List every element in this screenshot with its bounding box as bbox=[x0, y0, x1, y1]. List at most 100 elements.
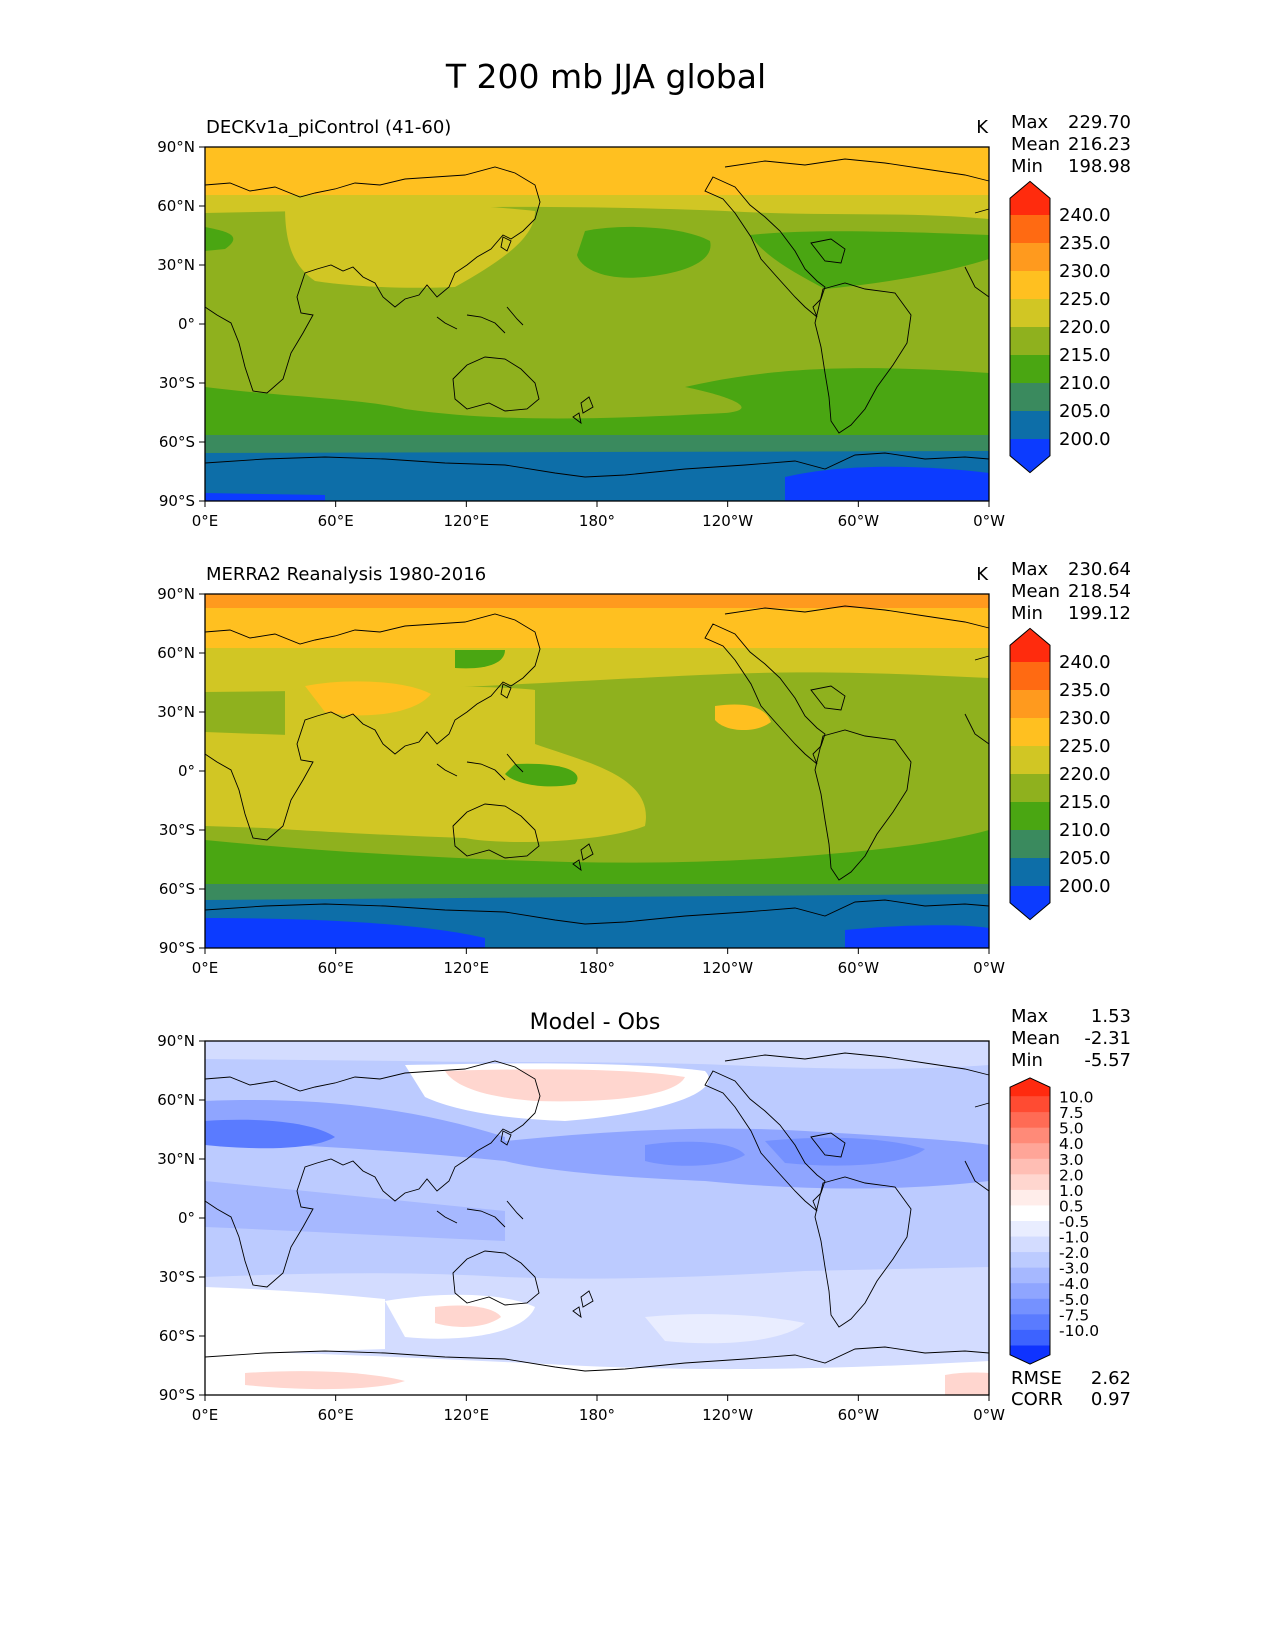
colorbar-label: 0.5 bbox=[1059, 1197, 1084, 1215]
x-tick-label: 120°E bbox=[444, 1406, 490, 1424]
colorbar-label: 215.0 bbox=[1059, 792, 1111, 813]
colorbar-label: 235.0 bbox=[1059, 233, 1111, 254]
y-tick-label: 90°N bbox=[157, 585, 195, 603]
stat-label: Mean bbox=[1011, 581, 1060, 602]
stat-label: Min bbox=[1011, 156, 1043, 177]
colorbar-label: 200.0 bbox=[1059, 876, 1111, 897]
stat-value: 198.98 bbox=[1068, 156, 1131, 177]
colorbar-cell bbox=[1010, 1158, 1050, 1175]
x-tick-label: 0°E bbox=[192, 512, 219, 530]
y-tick-label: 90°N bbox=[157, 1032, 195, 1050]
colorbar-outline bbox=[1009, 627, 1051, 921]
x-tick-label: 60°W bbox=[838, 1406, 880, 1424]
y-tick-label: 90°S bbox=[159, 1386, 195, 1404]
colorbar-label: 10.0 bbox=[1059, 1089, 1094, 1107]
colorbar-cell bbox=[1010, 215, 1050, 244]
x-tick-label: 60°E bbox=[318, 1406, 354, 1424]
colorbar-cell bbox=[1010, 830, 1050, 859]
colorbar-label: 225.0 bbox=[1059, 736, 1111, 757]
colorbar-label: 220.0 bbox=[1059, 764, 1111, 785]
x-tick-label: 0°E bbox=[192, 1406, 219, 1424]
units-label: K bbox=[976, 117, 989, 138]
x-tick-label: 180° bbox=[579, 1406, 615, 1424]
colorbar-label: 235.0 bbox=[1059, 680, 1111, 701]
units-label: K bbox=[976, 564, 989, 585]
colorbar-cell bbox=[1010, 327, 1050, 356]
map-field bbox=[205, 1041, 989, 1395]
stat-value: 218.54 bbox=[1068, 581, 1131, 602]
colorbar-label: 7.5 bbox=[1059, 1104, 1084, 1122]
colorbar-cell bbox=[1010, 1236, 1050, 1253]
colorbar-cell bbox=[1010, 1143, 1050, 1160]
colorbar-label: 3.0 bbox=[1059, 1151, 1084, 1169]
colorbar-label: 240.0 bbox=[1059, 652, 1111, 673]
stat-value: 0.97 bbox=[1091, 1389, 1131, 1410]
panel-model bbox=[204, 146, 990, 502]
x-tick-label: 180° bbox=[579, 959, 615, 977]
stat-value: 1.53 bbox=[1091, 1006, 1131, 1027]
y-tick-label: 30°N bbox=[157, 703, 195, 721]
stat-value: 216.23 bbox=[1068, 134, 1131, 155]
x-tick-label: 0°E bbox=[192, 959, 219, 977]
colorbar-label: 230.0 bbox=[1059, 261, 1111, 282]
map-field bbox=[205, 147, 989, 501]
colorbar-cell bbox=[1010, 774, 1050, 803]
colorbar-cell bbox=[1010, 411, 1050, 440]
stat-label: Max bbox=[1011, 559, 1049, 580]
colorbar-label: 220.0 bbox=[1059, 317, 1111, 338]
colorbar-cell bbox=[1010, 1112, 1050, 1129]
y-tick-label: 0° bbox=[178, 762, 195, 780]
colorbar-cell bbox=[1010, 1298, 1050, 1315]
colorbar-cell bbox=[1010, 1314, 1050, 1331]
y-tick-label: 90°S bbox=[159, 492, 195, 510]
x-tick-label: 120°W bbox=[702, 959, 753, 977]
colorbar-label: -7.5 bbox=[1059, 1306, 1089, 1324]
colorbar-outline bbox=[1009, 180, 1051, 474]
colorbar-label: 240.0 bbox=[1059, 205, 1111, 226]
panel-diff bbox=[204, 1040, 990, 1396]
x-tick-label: 120°W bbox=[702, 1406, 753, 1424]
x-tick-label: 120°E bbox=[444, 959, 490, 977]
x-tick-label: 60°W bbox=[838, 959, 880, 977]
colorbar-cell bbox=[1010, 718, 1050, 747]
stat-label: Mean bbox=[1011, 1028, 1060, 1049]
colorbar-label: -2.0 bbox=[1059, 1244, 1089, 1262]
colorbar-label: 205.0 bbox=[1059, 848, 1111, 869]
stat-value: -5.57 bbox=[1084, 1050, 1131, 1071]
colorbar-cell bbox=[1010, 1329, 1050, 1346]
x-tick-label: 180° bbox=[579, 512, 615, 530]
y-tick-label: 60°S bbox=[159, 880, 195, 898]
stat-label: Min bbox=[1011, 1050, 1043, 1071]
x-tick-label: 60°E bbox=[318, 512, 354, 530]
colorbar-cell bbox=[1010, 243, 1050, 272]
x-tick-label: 60°W bbox=[838, 512, 880, 530]
colorbar-label: -0.5 bbox=[1059, 1213, 1089, 1231]
stat-value: 199.12 bbox=[1068, 603, 1131, 624]
colorbar-label: -4.0 bbox=[1059, 1275, 1089, 1293]
colorbar-label: 5.0 bbox=[1059, 1120, 1084, 1138]
panel-title: MERRA2 Reanalysis 1980-2016 bbox=[206, 564, 486, 585]
colorbar-label: -1.0 bbox=[1059, 1229, 1089, 1247]
y-tick-label: 0° bbox=[178, 1209, 195, 1227]
y-tick-label: 60°S bbox=[159, 433, 195, 451]
colorbar-cell bbox=[1010, 271, 1050, 300]
colorbar-label: 210.0 bbox=[1059, 820, 1111, 841]
colorbar-label: -10.0 bbox=[1059, 1322, 1099, 1340]
y-tick-label: 30°S bbox=[159, 374, 195, 392]
colorbar-label: 1.0 bbox=[1059, 1182, 1084, 1200]
stat-label: CORR bbox=[1011, 1389, 1063, 1410]
colorbar-cell bbox=[1010, 181, 1050, 215]
colorbar-cell bbox=[1010, 1345, 1050, 1365]
y-tick-label: 60°N bbox=[157, 644, 195, 662]
colorbar-cell bbox=[1010, 662, 1050, 691]
y-tick-label: 30°S bbox=[159, 821, 195, 839]
colorbar-label: -5.0 bbox=[1059, 1291, 1089, 1309]
x-tick-label: 120°E bbox=[444, 512, 490, 530]
y-tick-label: 90°N bbox=[157, 138, 195, 156]
colorbar-cell bbox=[1010, 1267, 1050, 1284]
stat-value: 2.62 bbox=[1091, 1368, 1131, 1389]
colorbar-cell bbox=[1010, 1221, 1050, 1238]
colorbar-cell bbox=[1010, 1205, 1050, 1222]
y-tick-label: 60°N bbox=[157, 197, 195, 215]
